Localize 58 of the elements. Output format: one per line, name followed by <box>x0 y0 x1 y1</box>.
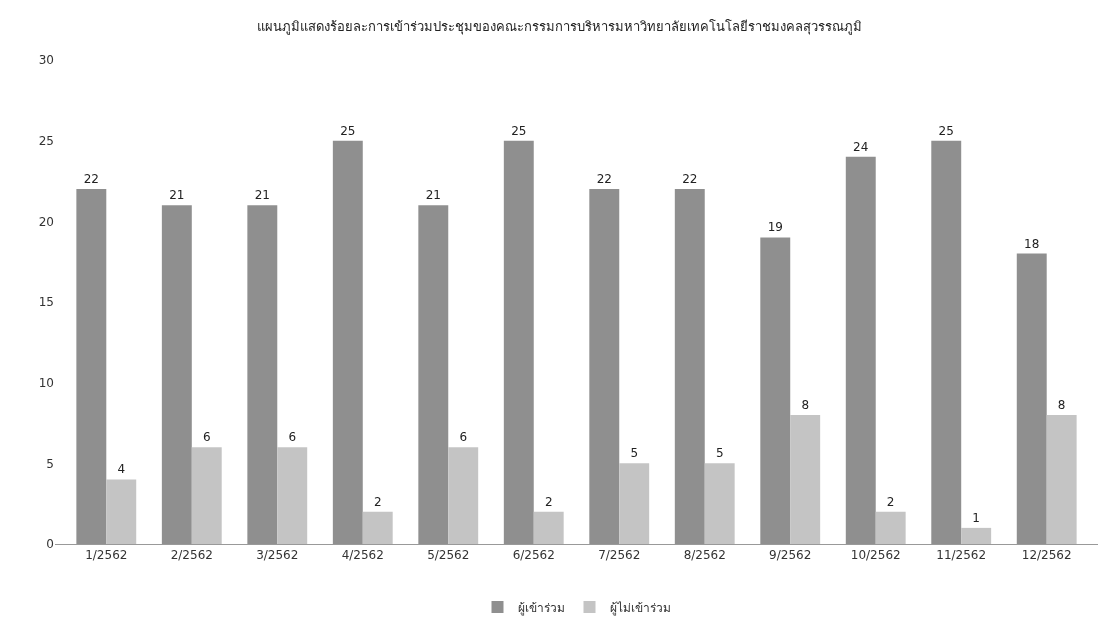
y-tick-label: 0 <box>46 537 54 552</box>
data-label: 5 <box>715 446 724 461</box>
data-label: 25 <box>340 123 356 138</box>
chart-title: แผนภูมิแสดงร้อยละการเข้าร่วมประชุมของคณะกรรมการบริหารมหาวิทยาลัยเทคโนโลยีราชมงคลสุวรรณภูมิ <box>256 19 862 36</box>
y-tick-label: 20 <box>38 214 54 229</box>
x-tick-label: 2/2562 <box>170 548 213 563</box>
data-label: 8 <box>801 397 810 412</box>
x-tick-label: 6/2562 <box>512 548 555 563</box>
data-label: 6 <box>288 430 297 445</box>
bar <box>619 463 650 544</box>
data-label: 8 <box>1057 397 1066 412</box>
data-label: 24 <box>853 139 869 154</box>
data-label: 5 <box>630 446 639 461</box>
bar <box>704 463 735 544</box>
x-tick-label: 10/2562 <box>850 548 901 563</box>
data-label: 19 <box>767 220 783 235</box>
x-tick-label: 9/2562 <box>769 548 812 563</box>
y-tick-label: 10 <box>38 375 54 390</box>
data-label: 25 <box>511 123 527 138</box>
x-tick-label: 3/2562 <box>256 548 299 563</box>
bar <box>191 447 222 544</box>
data-label: 21 <box>425 188 441 203</box>
x-tick-label: 11/2562 <box>936 548 987 563</box>
bar <box>448 447 479 544</box>
legend-label: ผู้เข้าร่วม <box>517 600 565 616</box>
bar <box>1046 414 1077 544</box>
legend-label: ผู้ไม่เข้าร่วม <box>609 600 671 616</box>
data-label: 4 <box>117 462 126 477</box>
bar <box>277 447 308 544</box>
x-tick-label: 1/2562 <box>85 548 128 563</box>
bar <box>875 511 906 544</box>
x-tick-label: 7/2562 <box>598 548 641 563</box>
bar <box>961 527 992 544</box>
y-tick-label: 30 <box>38 53 54 68</box>
data-label: 21 <box>254 188 270 203</box>
data-label: 22 <box>596 172 612 187</box>
data-label: 6 <box>459 430 468 445</box>
data-label: 21 <box>169 188 185 203</box>
bar <box>106 479 137 544</box>
bar <box>533 511 564 544</box>
x-tick-label: 12/2562 <box>1021 548 1072 563</box>
y-tick-label: 15 <box>38 295 54 310</box>
y-tick-label: 25 <box>38 133 54 148</box>
bar <box>362 511 393 544</box>
data-label: 2 <box>886 494 895 509</box>
data-label: 6 <box>202 430 211 445</box>
data-label: 1 <box>972 510 980 525</box>
x-tick-label: 8/2562 <box>683 548 726 563</box>
data-label: 22 <box>682 172 698 187</box>
y-tick-label: 5 <box>46 456 54 471</box>
data-label: 25 <box>938 123 954 138</box>
data-label: 22 <box>83 172 99 187</box>
data-label: 18 <box>1024 236 1040 251</box>
data-label: 2 <box>544 494 553 509</box>
bar <box>790 414 821 544</box>
x-tick-label: 4/2562 <box>341 548 384 563</box>
x-tick-label: 5/2562 <box>427 548 470 563</box>
data-label: 2 <box>373 494 382 509</box>
